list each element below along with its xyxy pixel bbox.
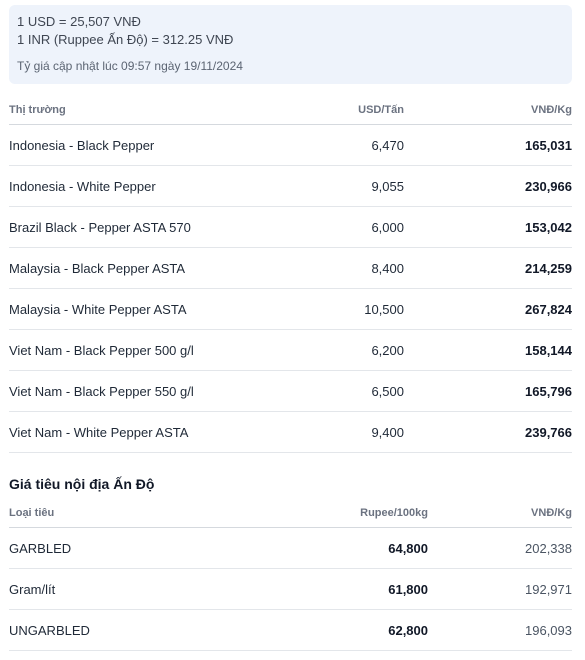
market-name: Indonesia - White Pepper [9, 165, 269, 207]
vnd-price: 196,093 [428, 609, 572, 651]
vnd-price: 214,259 [404, 247, 572, 289]
table-header-row: Thị trường USD/Tấn VNĐ/Kg [9, 102, 572, 125]
header-pepper-type: Loại tiêu [9, 505, 269, 528]
header-vnd-per-kg: VNĐ/Kg [428, 505, 572, 528]
inr-rate: 1 INR (Ruppee Ấn Độ) = 312.25 VNĐ [17, 32, 234, 47]
table-row: Indonesia - Black Pepper 6,470 165,031 [9, 124, 572, 166]
pepper-type: GARBLED [9, 527, 269, 569]
market-name: Indonesia - Black Pepper [9, 124, 269, 166]
vnd-price: 165,031 [404, 124, 572, 166]
usd-price: 9,055 [269, 165, 404, 207]
table-row: UNGARBLED 62,800 196,093 [9, 609, 572, 651]
rupee-price: 61,800 [269, 568, 428, 610]
market-name: Malaysia - Black Pepper ASTA [9, 247, 269, 289]
header-usd-per-ton: USD/Tấn [269, 102, 404, 125]
table-row: Gram/lít 61,800 192,971 [9, 568, 572, 610]
vnd-price: 158,144 [404, 329, 572, 371]
pepper-type: UNGARBLED [9, 609, 269, 651]
vnd-price: 202,338 [428, 527, 572, 569]
rupee-price: 62,800 [269, 609, 428, 651]
table-row: GARBLED 64,800 202,338 [9, 527, 572, 569]
india-section-title: Giá tiêu nội địa Ấn Độ [9, 476, 155, 492]
market-name: Viet Nam - Black Pepper 550 g/l [9, 370, 269, 412]
header-vnd-per-kg: VNĐ/Kg [404, 102, 572, 125]
usd-price: 6,000 [269, 206, 404, 248]
table-header-row: Loại tiêu Rupee/100kg VNĐ/Kg [9, 505, 572, 528]
usd-price: 6,500 [269, 370, 404, 412]
table-row: Viet Nam - Black Pepper 500 g/l 6,200 15… [9, 329, 572, 371]
exchange-rate-box: 1 USD = 25,507 VNĐ 1 INR (Ruppee Ấn Độ) … [9, 5, 572, 84]
table-row: Viet Nam - Black Pepper 550 g/l 6,500 16… [9, 370, 572, 412]
usd-price: 6,200 [269, 329, 404, 371]
market-name: Viet Nam - White Pepper ASTA [9, 411, 269, 453]
vnd-price: 153,042 [404, 206, 572, 248]
table-row: Viet Nam - White Pepper ASTA 9,400 239,7… [9, 411, 572, 453]
header-rupee-per-100kg: Rupee/100kg [269, 505, 428, 528]
vnd-price: 192,971 [428, 568, 572, 610]
vnd-price: 230,966 [404, 165, 572, 207]
world-pepper-price-table: Thị trường USD/Tấn VNĐ/Kg Indonesia - Bl… [9, 102, 572, 453]
usd-rate: 1 USD = 25,507 VNĐ [17, 14, 141, 29]
rate-updated-time: Tỷ giá cập nhật lúc 09:57 ngày 19/11/202… [17, 59, 243, 73]
table-row: Indonesia - White Pepper 9,055 230,966 [9, 165, 572, 207]
vnd-price: 239,766 [404, 411, 572, 453]
market-name: Viet Nam - Black Pepper 500 g/l [9, 329, 269, 371]
usd-price: 9,400 [269, 411, 404, 453]
market-name: Brazil Black - Pepper ASTA 570 [9, 206, 269, 248]
table-row: Malaysia - White Pepper ASTA 10,500 267,… [9, 288, 572, 330]
table-row: Malaysia - Black Pepper ASTA 8,400 214,2… [9, 247, 572, 289]
usd-price: 6,470 [269, 124, 404, 166]
vnd-price: 165,796 [404, 370, 572, 412]
market-name: Malaysia - White Pepper ASTA [9, 288, 269, 330]
header-market: Thị trường [9, 102, 269, 125]
pepper-type: Gram/lít [9, 568, 269, 610]
vnd-price: 267,824 [404, 288, 572, 330]
usd-price: 8,400 [269, 247, 404, 289]
table-row: Brazil Black - Pepper ASTA 570 6,000 153… [9, 206, 572, 248]
usd-price: 10,500 [269, 288, 404, 330]
india-pepper-price-table: Loại tiêu Rupee/100kg VNĐ/Kg GARBLED 64,… [9, 505, 572, 651]
rupee-price: 64,800 [269, 527, 428, 569]
